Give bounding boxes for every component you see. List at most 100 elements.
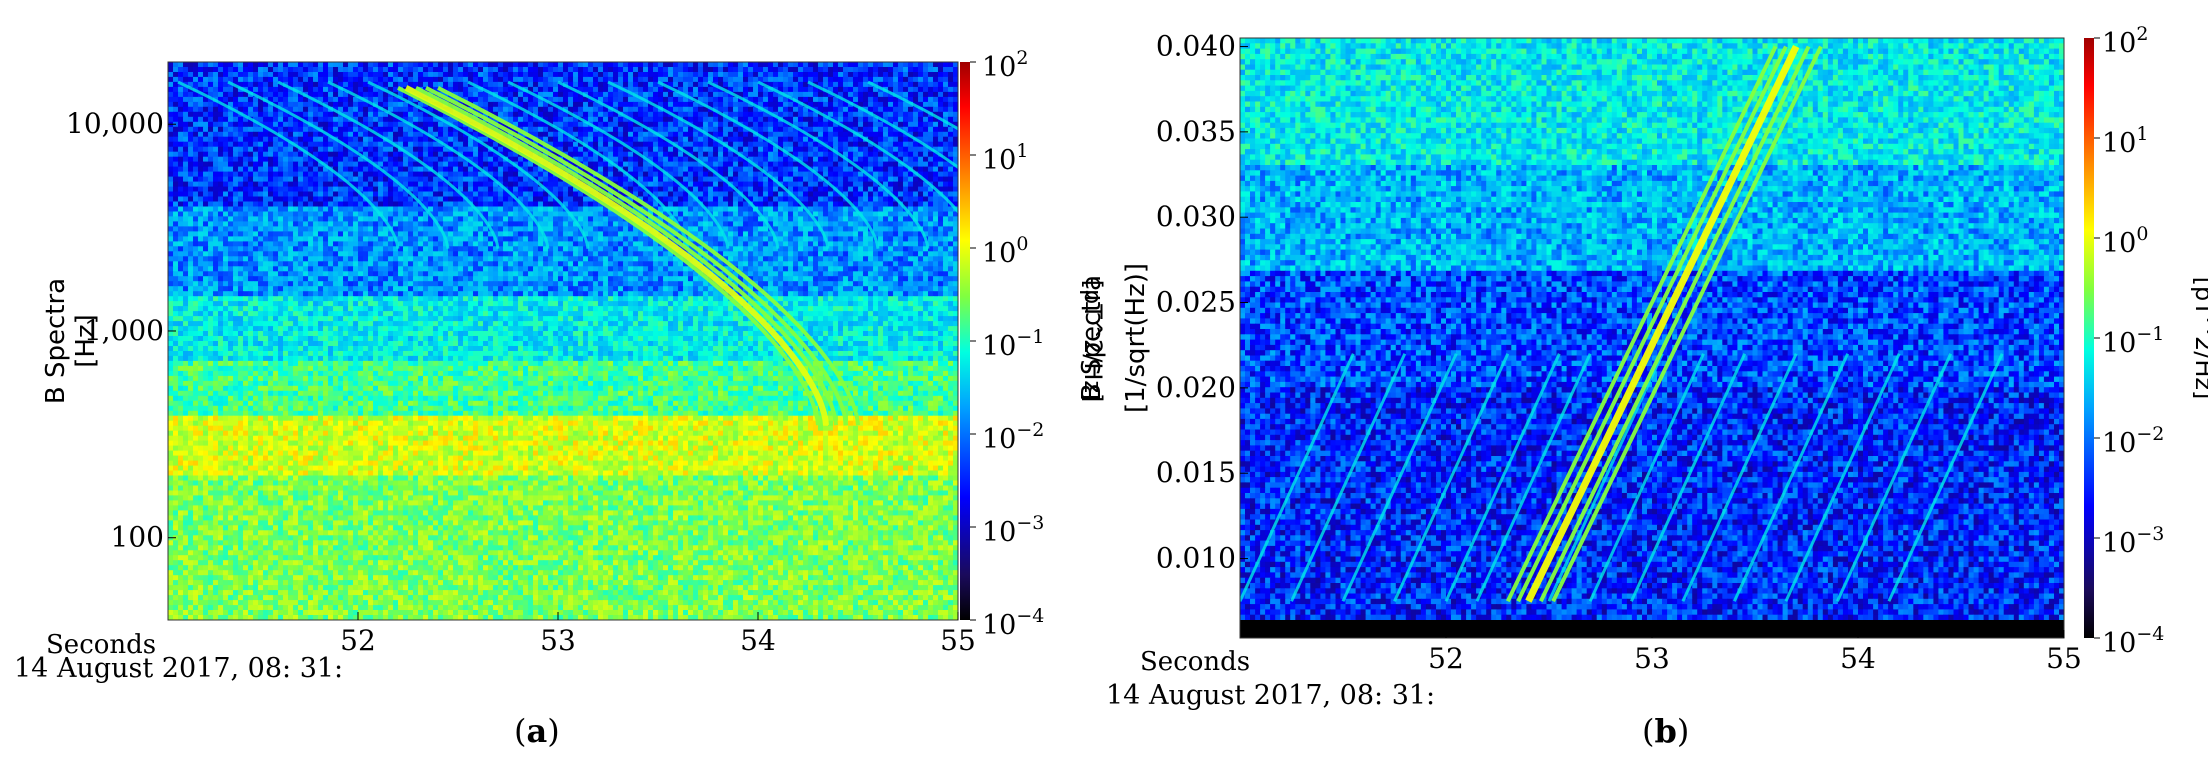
weak-chorus-line-b-5: [1475, 353, 1592, 602]
date-label-b: 14 August 2017, 08: 31:: [1106, 680, 1435, 711]
panel-b: 0.010 0.015 0.020 0.025 0.030 0.035 0.040 52 53…: [1077, 0, 2208, 772]
weak-chorus-line-b-11: [1784, 353, 1901, 602]
y-axis-label-a-line1: B Spectra: [41, 278, 71, 404]
x-tick-label-a-2: 54: [740, 624, 776, 657]
weak-chorus-line-b-4: [1444, 353, 1561, 602]
x-tick-label-a-3: 55: [940, 624, 976, 657]
colorbar-tick-exp-b-2: 0: [2136, 223, 2148, 245]
weak-chorus-line-b-13: [1887, 353, 2004, 602]
colorbar-tick-exp-a-4: −2: [1016, 419, 1044, 441]
main-chorus-element-b-3: [1538, 45, 1811, 603]
colorbar-tick-base-b-1: 10: [2102, 128, 2136, 159]
colorbar-tick-base-b-6: 10: [2102, 628, 2136, 659]
weak-chorus-line-a-5: [467, 80, 690, 249]
y-tick-label-b-5: 0.035: [1156, 115, 1236, 148]
colorbar-tick-exp-a-5: −3: [1016, 512, 1044, 534]
y-tick-label-b-3: 0.025: [1156, 286, 1236, 319]
panel-caption-b: (b): [1642, 712, 1689, 750]
colorbar-tick-base-a-0: 10: [982, 52, 1016, 83]
weak-chorus-line-b-9: [1681, 353, 1798, 602]
colorbar-tick-label-b-3: 10−1: [2102, 323, 2164, 359]
colorbar-tick-exp-a-1: 1: [1016, 140, 1028, 162]
weak-chorus-line-b-3: [1393, 353, 1510, 602]
colorbar-tick-exp-a-3: −1: [1016, 326, 1044, 348]
colorbar-tick-label-b-6: 10−4: [2102, 623, 2164, 659]
weak-chorus-line-b-2: [1341, 353, 1458, 602]
spectrogram-b: [1240, 38, 2064, 621]
colorbar-tick-label-a-3: 10−1: [982, 326, 1044, 362]
y-tick-label-b-6: 0.040: [1156, 30, 1236, 63]
y-axis-label-a-line2: [Hz]: [71, 314, 101, 368]
colorbar-tick-label-b-4: 10−2: [2102, 423, 2164, 459]
weak-chorus-line-b-10: [1733, 353, 1850, 602]
weak-chorus-line-a-4: [367, 80, 590, 249]
weak-chorus-line-a-2: [277, 80, 500, 249]
colorbar-label-b: [pT^2/Hz]: [2190, 277, 2208, 400]
main-chorus-element-b-0: [1505, 45, 1778, 603]
main-chorus-element-a-0: [397, 86, 820, 426]
y-tick-label-b-2: 0.020: [1156, 371, 1236, 404]
colorbar-tick-exp-a-6: −4: [1016, 605, 1044, 627]
colorbar-tick-exp-b-1: 1: [2136, 123, 2148, 145]
panel-caption-a: (a): [514, 712, 560, 750]
y-axis-a: 100 1,000 10,000: [66, 107, 176, 554]
colorbar-tick-exp-b-3: −1: [2136, 323, 2164, 345]
x-axis-b: 52 53 54 55: [1428, 630, 2082, 675]
x-tick-label-a-0: 52: [340, 624, 376, 657]
colorbar-tick-label-a-1: 101: [982, 140, 1028, 176]
y-tick-label-b-4: 0.030: [1156, 200, 1236, 233]
colorbar-tick-base-a-2: 10: [982, 238, 1016, 269]
weak-chorus-line-a-7: [557, 80, 780, 249]
weak-chorus-line-a-11: [757, 80, 958, 214]
weak-chorus-line-a-0: [177, 80, 400, 249]
weak-chorus-line-a-10: [707, 80, 930, 249]
colorbar-a: [960, 62, 970, 620]
colorbar-label-a: [pT^2/Hz]: [1079, 280, 1107, 403]
panel-a: 100 1,000 10,000 52 53 54 55 B Spectra [Hz] 1…: [14, 47, 1107, 750]
weak-chorus-line-a-3: [327, 80, 550, 249]
colorbar-tick-base-b-2: 10: [2102, 228, 2136, 259]
colorbar-tick-label-a-0: 102: [982, 47, 1028, 83]
colorbar-tick-label-b-5: 10−3: [2102, 523, 2164, 559]
weak-chorus-line-b-6: [1547, 353, 1664, 602]
colorbar-tick-base-a-1: 10: [982, 145, 1016, 176]
y-tick-label-a-1: 1,000: [84, 314, 164, 347]
panel-b-svg: 0.010 0.015 0.020 0.025 0.030 0.035 0.040 52 53…: [1077, 23, 2208, 711]
x-tick-label-b-2: 54: [1840, 642, 1876, 675]
colorbar-tick-exp-b-4: −2: [2136, 423, 2164, 445]
weak-chorus-line-b-7: [1588, 353, 1705, 602]
colorbar-tick-exp-b-6: −4: [2136, 623, 2164, 645]
colorbar-tick-base-b-3: 10: [2102, 328, 2136, 359]
x-axis-a: 52 53 54 55: [340, 612, 976, 657]
colorbar-tick-exp-a-2: 0: [1016, 233, 1028, 255]
main-chorus-element-a-4: [437, 86, 860, 426]
x-tick-label-a-1: 53: [540, 624, 576, 657]
main-chorus-element-b-2: [1525, 44, 1800, 603]
y-axis-b: 0.010 0.015 0.020 0.025 0.030 0.035 0.040: [1156, 30, 1248, 575]
weak-chorus-line-a-13: [867, 80, 958, 131]
colorbar-tick-base-b-5: 10: [2102, 528, 2136, 559]
y-tick-label-a-2: 10,000: [66, 107, 164, 140]
plot-frame-a: [167, 61, 959, 621]
colorbar-tick-label-a-4: 10−2: [982, 419, 1044, 455]
x-axis-label-b: Seconds: [1140, 647, 1250, 677]
colorbar-tick-label-a-5: 10−3: [982, 512, 1044, 548]
y-tick-label-a-0: 100: [111, 521, 164, 554]
weak-chorus-line-b-0: [1240, 353, 1355, 602]
weak-chorus-line-a-8: [607, 80, 830, 249]
y-tick-label-b-0: 0.010: [1156, 542, 1236, 575]
colorbar-tick-exp-b-0: 2: [2136, 23, 2148, 45]
colorbar-tick-base-a-5: 10: [982, 517, 1016, 548]
colorbar-tick-exp-a-0: 2: [1016, 47, 1028, 69]
colorbar-tick-label-b-0: 102: [2102, 23, 2148, 59]
y-axis-label-b-line1: B Spectra: [1077, 275, 1107, 401]
colorbar-tick-label-b-1: 101: [2102, 123, 2148, 159]
weak-chorus-line-a-9: [657, 80, 880, 249]
weak-chorus-line-a-6: [507, 80, 730, 249]
x-tick-label-b-1: 53: [1634, 642, 1670, 675]
colorbar-tick-base-a-6: 10: [982, 610, 1016, 641]
spectrogram-a: [168, 62, 958, 620]
date-label-a: 14 August 2017, 08: 31:: [14, 653, 343, 684]
